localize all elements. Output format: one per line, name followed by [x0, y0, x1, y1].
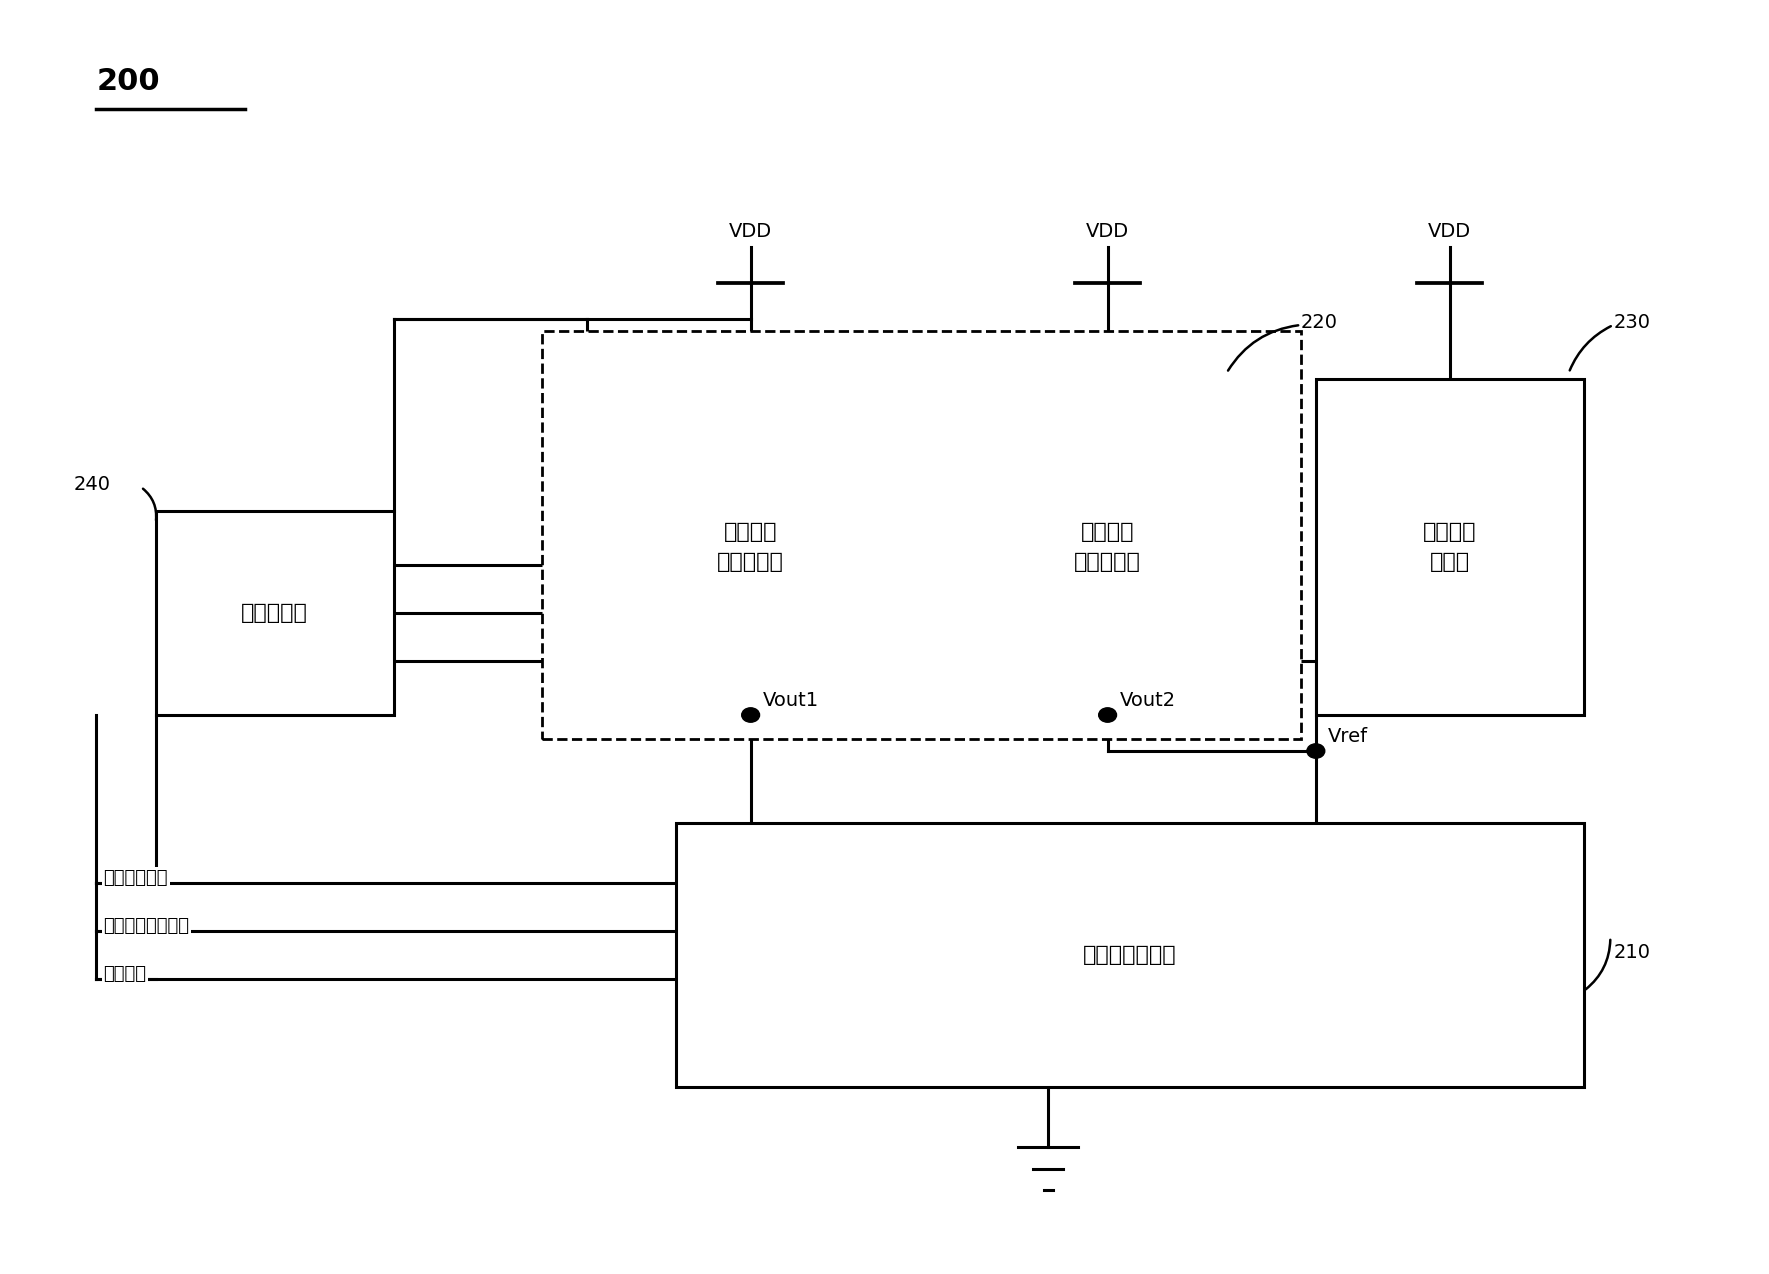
Text: 200: 200: [96, 68, 159, 96]
Text: Vout1: Vout1: [762, 692, 819, 710]
Bar: [156, 511, 394, 715]
Text: 校准子电路: 校准子电路: [241, 603, 308, 623]
Bar: [676, 823, 1583, 1087]
Bar: [959, 378, 1256, 715]
Bar: [543, 331, 1300, 739]
Bar: [1316, 378, 1583, 715]
Text: VDD: VDD: [1086, 222, 1129, 241]
Text: 240: 240: [74, 475, 111, 494]
Circle shape: [1099, 708, 1116, 722]
Circle shape: [1307, 744, 1325, 758]
Text: VDD: VDD: [729, 222, 773, 241]
Text: 校准时钟信号: 校准时钟信号: [104, 869, 168, 887]
Text: 信号接收子电路: 信号接收子电路: [1083, 945, 1176, 964]
Text: Vref: Vref: [1329, 727, 1367, 747]
Text: VDD: VDD: [1428, 222, 1472, 241]
Bar: [587, 378, 915, 715]
Text: 偏置电流: 偏置电流: [104, 964, 147, 982]
Text: 电阻校准模式信号: 电阻校准模式信号: [104, 916, 189, 935]
Text: 220: 220: [1300, 313, 1337, 333]
Text: 230: 230: [1613, 313, 1650, 333]
Circle shape: [741, 708, 759, 722]
Text: 210: 210: [1613, 943, 1650, 962]
Text: 片外电阻
子电路: 片外电阻 子电路: [1422, 522, 1477, 572]
Text: 第一待校
准电阻单元: 第一待校 准电阻单元: [716, 522, 784, 572]
Text: Vout2: Vout2: [1120, 692, 1176, 710]
Text: 第二待校
准电阻单元: 第二待校 准电阻单元: [1074, 522, 1141, 572]
